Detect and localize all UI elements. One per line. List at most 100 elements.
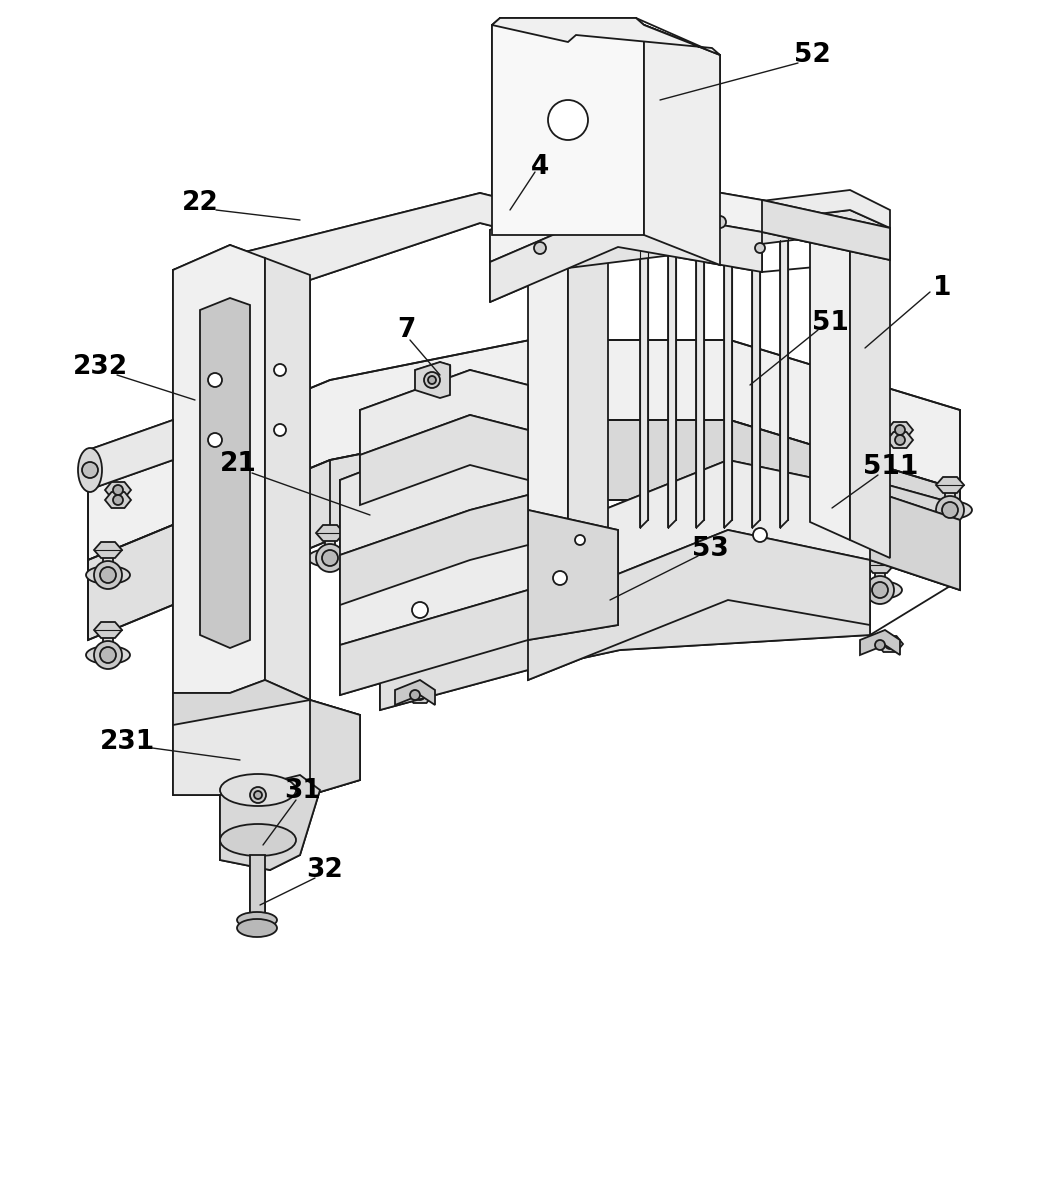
Text: 51: 51 bbox=[812, 310, 848, 337]
Ellipse shape bbox=[78, 448, 102, 492]
Polygon shape bbox=[415, 361, 450, 398]
Ellipse shape bbox=[858, 581, 902, 598]
Polygon shape bbox=[395, 680, 435, 705]
Polygon shape bbox=[877, 636, 903, 652]
Polygon shape bbox=[528, 210, 890, 268]
Polygon shape bbox=[752, 232, 760, 529]
Circle shape bbox=[548, 100, 588, 140]
Circle shape bbox=[755, 243, 765, 254]
Polygon shape bbox=[640, 232, 648, 529]
Ellipse shape bbox=[488, 510, 532, 527]
Polygon shape bbox=[528, 510, 618, 640]
Polygon shape bbox=[644, 25, 720, 265]
Polygon shape bbox=[528, 230, 568, 561]
Ellipse shape bbox=[220, 824, 296, 856]
Circle shape bbox=[942, 502, 958, 518]
Circle shape bbox=[502, 510, 518, 526]
Polygon shape bbox=[360, 415, 528, 505]
Text: 232: 232 bbox=[73, 354, 128, 380]
Polygon shape bbox=[668, 232, 676, 529]
Polygon shape bbox=[850, 228, 890, 558]
Polygon shape bbox=[887, 433, 913, 448]
Circle shape bbox=[872, 582, 888, 598]
Ellipse shape bbox=[237, 912, 277, 928]
Circle shape bbox=[885, 639, 895, 649]
Circle shape bbox=[410, 690, 420, 700]
Polygon shape bbox=[780, 232, 788, 529]
Circle shape bbox=[753, 529, 767, 542]
Circle shape bbox=[208, 433, 222, 447]
Polygon shape bbox=[870, 491, 960, 590]
Polygon shape bbox=[250, 856, 265, 915]
Circle shape bbox=[424, 372, 440, 387]
Polygon shape bbox=[528, 460, 960, 610]
Circle shape bbox=[412, 602, 428, 619]
Text: 53: 53 bbox=[691, 536, 729, 562]
Text: 231: 231 bbox=[99, 729, 155, 755]
Circle shape bbox=[496, 504, 524, 532]
Circle shape bbox=[575, 534, 585, 545]
Polygon shape bbox=[265, 258, 310, 700]
Polygon shape bbox=[360, 370, 528, 455]
Polygon shape bbox=[492, 18, 720, 55]
Polygon shape bbox=[340, 510, 618, 645]
Polygon shape bbox=[380, 561, 870, 710]
Circle shape bbox=[865, 440, 875, 450]
Circle shape bbox=[100, 566, 116, 583]
Circle shape bbox=[714, 216, 726, 228]
Polygon shape bbox=[88, 419, 530, 640]
Circle shape bbox=[82, 462, 98, 478]
Text: 22: 22 bbox=[181, 190, 219, 216]
Text: 21: 21 bbox=[220, 451, 256, 478]
Text: 32: 32 bbox=[307, 857, 344, 883]
Polygon shape bbox=[340, 430, 528, 555]
Text: 4: 4 bbox=[531, 154, 549, 180]
Polygon shape bbox=[310, 700, 360, 795]
Circle shape bbox=[936, 497, 964, 524]
Circle shape bbox=[316, 544, 344, 572]
Polygon shape bbox=[173, 700, 360, 795]
Polygon shape bbox=[490, 207, 762, 302]
Ellipse shape bbox=[237, 920, 277, 937]
Polygon shape bbox=[810, 210, 850, 540]
Polygon shape bbox=[103, 630, 113, 655]
Polygon shape bbox=[496, 485, 524, 501]
Text: 52: 52 bbox=[793, 41, 831, 68]
Polygon shape bbox=[875, 565, 885, 590]
Polygon shape bbox=[696, 232, 704, 529]
Polygon shape bbox=[380, 480, 870, 640]
Polygon shape bbox=[528, 530, 870, 680]
Polygon shape bbox=[568, 230, 608, 558]
Circle shape bbox=[415, 690, 425, 700]
Polygon shape bbox=[505, 493, 515, 518]
Polygon shape bbox=[103, 550, 113, 575]
Polygon shape bbox=[173, 680, 310, 725]
Polygon shape bbox=[200, 297, 250, 648]
Text: 31: 31 bbox=[284, 779, 322, 803]
Polygon shape bbox=[528, 190, 890, 250]
Circle shape bbox=[428, 376, 436, 384]
Circle shape bbox=[94, 561, 122, 589]
Ellipse shape bbox=[220, 774, 296, 806]
Polygon shape bbox=[94, 542, 122, 558]
Polygon shape bbox=[316, 525, 344, 542]
Polygon shape bbox=[88, 419, 173, 491]
Polygon shape bbox=[530, 419, 960, 570]
Circle shape bbox=[322, 550, 338, 566]
Ellipse shape bbox=[308, 549, 352, 566]
Circle shape bbox=[553, 571, 567, 585]
Polygon shape bbox=[870, 480, 960, 579]
Polygon shape bbox=[860, 630, 900, 655]
Polygon shape bbox=[945, 485, 955, 510]
Text: 511: 511 bbox=[863, 454, 919, 480]
Polygon shape bbox=[105, 492, 131, 508]
Circle shape bbox=[250, 787, 266, 803]
Polygon shape bbox=[857, 437, 883, 453]
Ellipse shape bbox=[928, 501, 972, 519]
Circle shape bbox=[875, 640, 885, 651]
Polygon shape bbox=[88, 340, 960, 561]
Ellipse shape bbox=[86, 646, 130, 664]
Circle shape bbox=[534, 242, 545, 254]
Circle shape bbox=[94, 641, 122, 670]
Circle shape bbox=[100, 647, 116, 662]
